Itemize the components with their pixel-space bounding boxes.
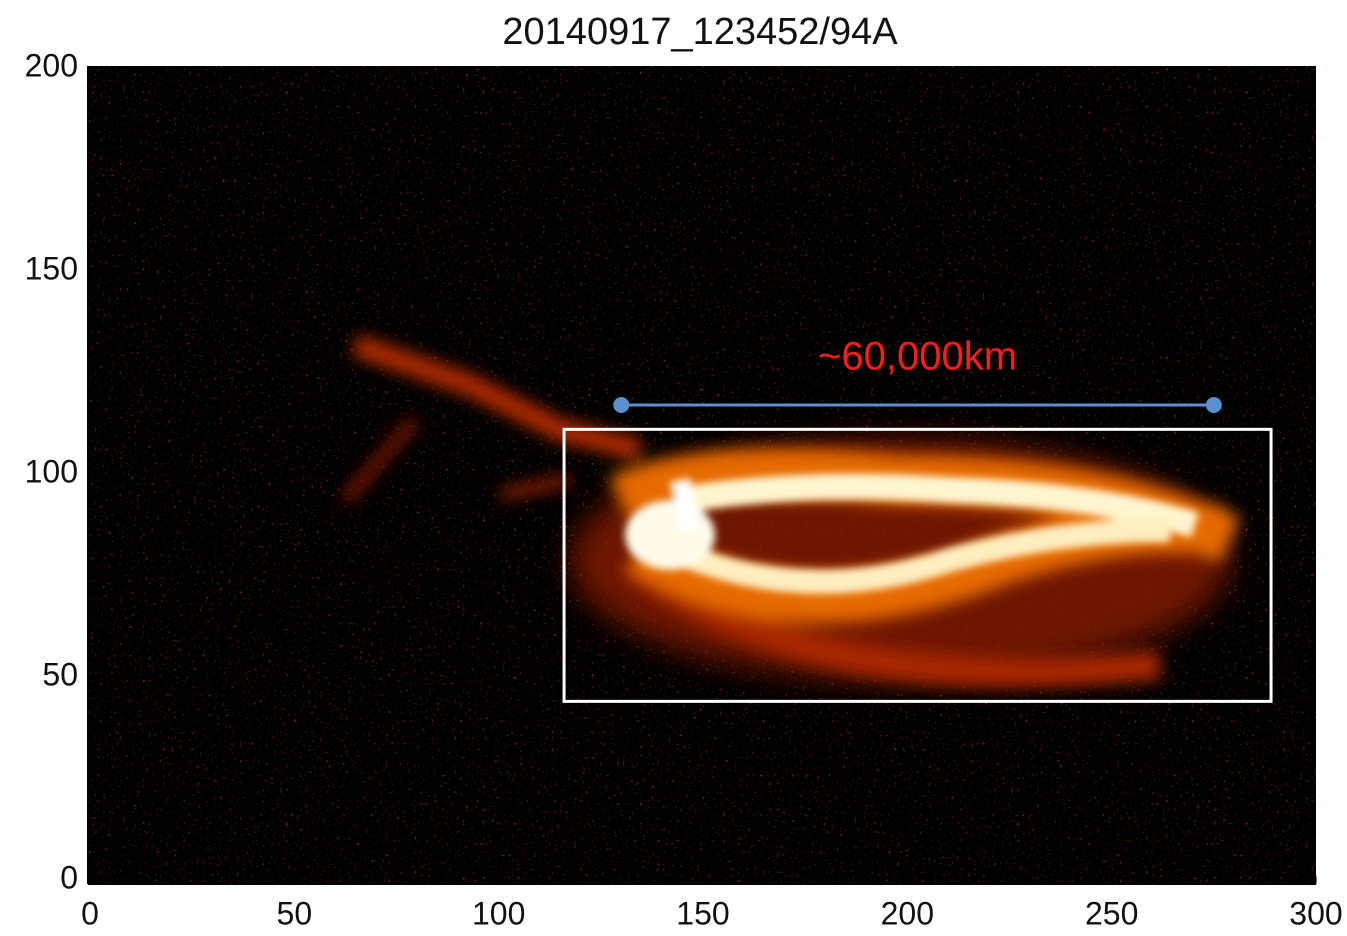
y-tick-label: 150 [25, 250, 78, 286]
y-tick-label: 50 [42, 656, 78, 692]
x-tick-label: 200 [881, 895, 934, 931]
y-tick-label: 100 [25, 453, 78, 489]
x-tick-label: 300 [1289, 895, 1342, 931]
x-tick-label: 50 [277, 895, 313, 931]
y-tick-label: 200 [25, 47, 78, 83]
x-tick-label: 150 [676, 895, 729, 931]
x-tick-label: 0 [81, 895, 99, 931]
measure-endpoint [613, 396, 630, 413]
x-tick-label: 100 [472, 895, 525, 931]
image [88, 66, 1316, 884]
chart-title: 20140917_123452/94A [502, 11, 898, 53]
x-tick-label: 250 [1085, 895, 1138, 931]
measure-label: ~60,000km [818, 335, 1017, 379]
measure-endpoint [1205, 396, 1222, 413]
y-tick-label: 0 [60, 859, 78, 895]
region-box [562, 427, 1273, 703]
